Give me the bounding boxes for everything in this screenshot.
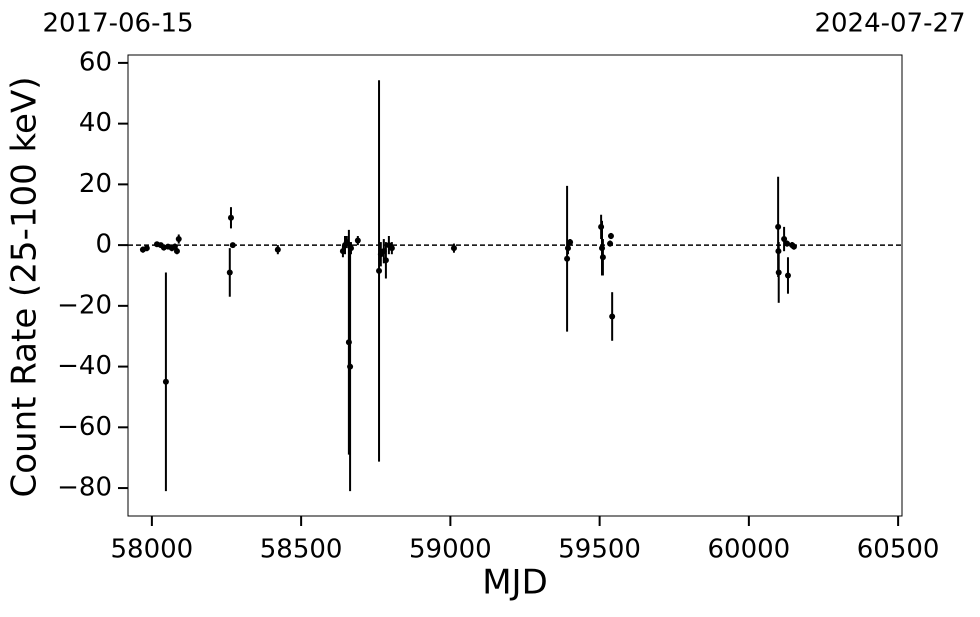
data-point — [226, 269, 233, 276]
x-axis-label: MJD — [482, 563, 548, 603]
data-point — [162, 378, 169, 385]
x-tick-label: 60000 — [708, 535, 791, 565]
data-point — [784, 272, 791, 279]
data-point — [564, 255, 571, 262]
y-tick-label: −60 — [57, 412, 112, 442]
data-point — [143, 245, 150, 252]
data-point — [609, 313, 616, 320]
data-point — [564, 245, 571, 252]
data-point — [790, 243, 797, 250]
data-point — [388, 245, 395, 252]
data-point — [567, 239, 574, 246]
data-point — [607, 232, 614, 239]
data-point — [781, 236, 788, 243]
x-tick-label: 59500 — [558, 535, 641, 565]
data-point — [450, 245, 457, 252]
data-point — [173, 248, 180, 255]
data-point — [599, 254, 606, 261]
data-point — [354, 237, 361, 244]
y-tick-label: −40 — [57, 351, 112, 381]
y-tick-label: −20 — [57, 290, 112, 320]
data-point — [775, 269, 782, 276]
data-point — [784, 240, 791, 247]
end-date: 2024-07-27 — [814, 9, 965, 39]
data-point — [229, 242, 236, 249]
y-tick-label: −80 — [57, 473, 112, 503]
y-tick-label: 40 — [79, 108, 112, 138]
y-tick-label: 0 — [95, 230, 112, 260]
data-point — [775, 223, 782, 230]
start-date: 2017-06-15 — [42, 9, 193, 39]
data-point — [274, 246, 281, 253]
y-tick-label: 20 — [79, 169, 112, 199]
y-tick-label: 60 — [79, 47, 112, 77]
x-tick-label: 58500 — [260, 535, 343, 565]
x-tick-label: 60500 — [857, 535, 940, 565]
x-tick-label: 59000 — [409, 535, 492, 565]
data-point — [382, 257, 389, 264]
plot-frame — [127, 54, 903, 517]
data-point — [607, 240, 614, 247]
data-point — [376, 267, 383, 274]
data-point — [227, 214, 234, 221]
data-point — [347, 363, 354, 370]
data-point — [175, 236, 182, 243]
y-axis-label: Count Rate (25-100 keV) — [5, 77, 45, 498]
x-tick-label: 58000 — [111, 535, 194, 565]
data-point — [347, 245, 354, 252]
data-point — [171, 243, 178, 250]
